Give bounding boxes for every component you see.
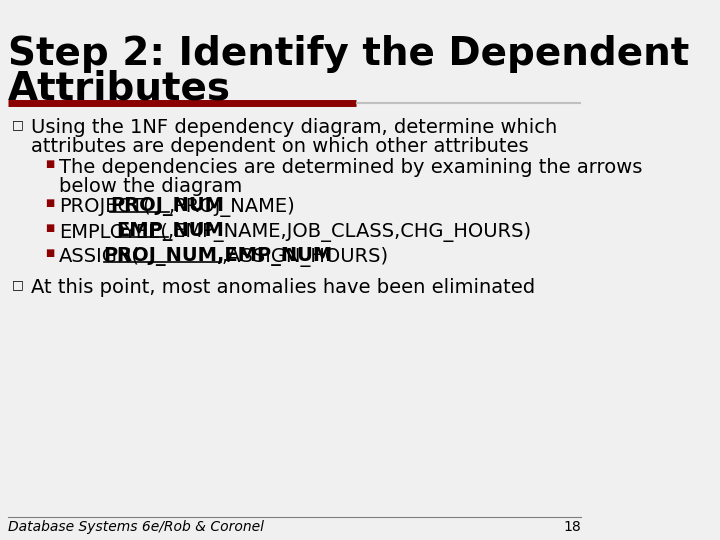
Text: ■: ■ <box>45 159 54 169</box>
Text: PROJ_NUM,EMP_NUM: PROJ_NUM,EMP_NUM <box>104 247 333 266</box>
Text: below the diagram: below the diagram <box>59 177 242 196</box>
Text: ■: ■ <box>45 198 54 208</box>
Text: ■: ■ <box>45 248 54 258</box>
Text: ■: ■ <box>45 223 54 233</box>
Text: attributes are dependent on which other attributes: attributes are dependent on which other … <box>31 137 528 156</box>
Text: Attributes: Attributes <box>8 70 231 108</box>
Text: Database Systems 6e/Rob & Coronel: Database Systems 6e/Rob & Coronel <box>8 520 264 534</box>
Text: PROJ_NUM: PROJ_NUM <box>110 197 224 216</box>
Text: At this point, most anomalies have been eliminated: At this point, most anomalies have been … <box>31 278 535 297</box>
Text: ,EMP_NAME,JOB_CLASS,CHG_HOURS): ,EMP_NAME,JOB_CLASS,CHG_HOURS) <box>168 222 532 242</box>
Text: The dependencies are determined by examining the arrows: The dependencies are determined by exami… <box>59 158 642 177</box>
Text: PROJECT(: PROJECT( <box>59 197 150 216</box>
Text: ,ASSIGN_HOURS): ,ASSIGN_HOURS) <box>221 247 389 267</box>
Text: Step 2: Identify the Dependent: Step 2: Identify the Dependent <box>8 35 690 73</box>
Text: 18: 18 <box>563 520 581 534</box>
Text: ,PROJ_NAME): ,PROJ_NAME) <box>169 197 296 217</box>
Text: ASSIGN(: ASSIGN( <box>59 247 140 266</box>
Text: Using the 1NF dependency diagram, determine which: Using the 1NF dependency diagram, determ… <box>31 118 557 137</box>
Text: EMPLOYEE(: EMPLOYEE( <box>59 222 168 241</box>
Text: □: □ <box>12 278 24 291</box>
Text: EMP_NUM: EMP_NUM <box>117 222 224 241</box>
Text: □: □ <box>12 118 24 131</box>
